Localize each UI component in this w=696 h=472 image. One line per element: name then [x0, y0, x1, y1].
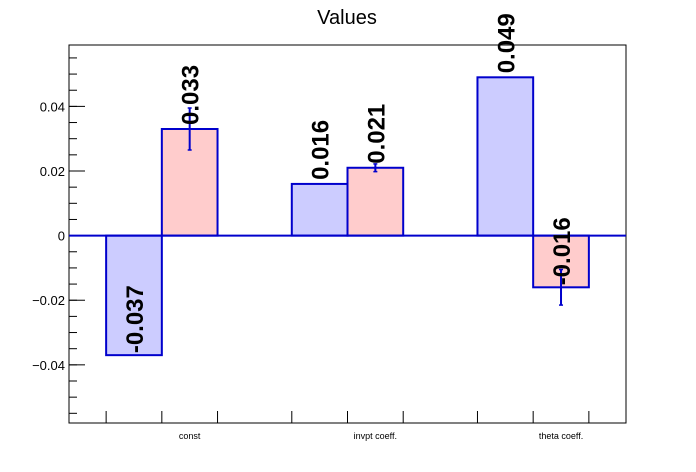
chart-title: Values — [317, 7, 377, 29]
y-tick-label: 0.02 — [40, 164, 65, 179]
data-label: -0.016 — [549, 217, 576, 285]
x-category-label: invpt coeff. — [354, 431, 397, 441]
data-label: -0.037 — [122, 285, 149, 353]
data-label: 0.021 — [363, 104, 390, 164]
y-tick-labels: −0.04 −0.02 0 0.02 0.04 — [32, 99, 65, 372]
data-label: 0.033 — [178, 65, 205, 125]
bar — [105, 234, 163, 357]
x-category-label: const — [179, 431, 201, 441]
data-label: 0.049 — [493, 13, 520, 73]
data-labels: -0.037 0.016 0.049 0.033 0.021 -0.016 — [122, 13, 576, 353]
data-label: 0.016 — [308, 120, 335, 180]
y-tick-label: 0 — [58, 229, 65, 244]
y-tick-label: −0.04 — [32, 358, 65, 373]
bar — [290, 182, 349, 237]
bar — [476, 76, 535, 237]
bar — [346, 166, 405, 237]
x-category-label: theta coeff. — [539, 431, 583, 441]
y-tick-label: −0.02 — [32, 293, 65, 308]
x-category-labels: const invpt coeff. theta coeff. — [179, 431, 583, 441]
y-tick-label: 0.04 — [40, 99, 65, 114]
bars — [69, 76, 626, 357]
